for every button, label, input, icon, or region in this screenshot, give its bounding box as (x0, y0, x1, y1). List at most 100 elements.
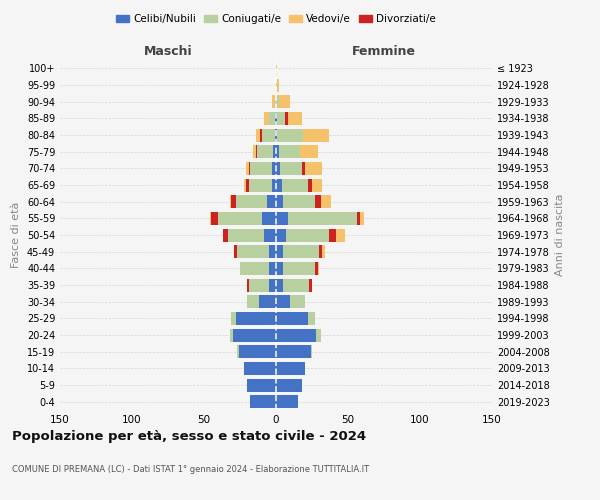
Bar (276, 112, 277, 125)
Bar (210, 212, 211, 225)
Bar (275, 95, 276, 108)
Bar (269, 112, 275, 125)
Bar (269, 278, 276, 291)
Bar (237, 245, 269, 258)
Bar (246, 178, 248, 192)
Bar (262, 128, 275, 141)
Bar (244, 362, 276, 375)
Bar (359, 212, 364, 225)
Bar (272, 178, 276, 192)
Bar (283, 195, 315, 208)
Bar (287, 112, 302, 125)
Bar (276, 245, 283, 258)
Bar (276, 362, 305, 375)
Bar (316, 328, 320, 342)
Bar (284, 112, 287, 125)
Text: Popolazione per età, sesso e stato civile - 2024: Popolazione per età, sesso e stato civil… (12, 430, 366, 443)
Bar (276, 378, 302, 392)
Bar (276, 395, 298, 408)
Bar (308, 312, 315, 325)
Y-axis label: Anni di nascita: Anni di nascita (555, 194, 565, 276)
Bar (283, 278, 309, 291)
Bar (244, 178, 246, 192)
Bar (275, 112, 276, 125)
Bar (269, 245, 276, 258)
Y-axis label: Fasce di età: Fasce di età (11, 202, 21, 268)
Bar (256, 145, 257, 158)
Bar (301, 145, 318, 158)
Bar (311, 345, 312, 358)
Bar (273, 145, 276, 158)
Bar (315, 262, 318, 275)
Bar (250, 395, 276, 408)
Bar (276, 145, 279, 158)
Bar (276, 278, 283, 291)
Bar (246, 162, 248, 175)
Bar (322, 245, 325, 258)
Bar (309, 278, 312, 291)
Bar (276, 228, 286, 241)
Bar (276, 128, 277, 141)
Bar (276, 312, 308, 325)
Bar (302, 162, 305, 175)
Bar (223, 228, 229, 241)
Bar (283, 245, 319, 258)
Bar (280, 162, 302, 175)
Bar (257, 145, 273, 158)
Bar (287, 212, 356, 225)
Bar (234, 245, 237, 258)
Bar (312, 178, 322, 192)
Bar (275, 128, 276, 141)
Bar (320, 195, 331, 208)
Legend: Celibi/Nubili, Coniugati/e, Vedovi/e, Divorziati/e: Celibi/Nubili, Coniugati/e, Vedovi/e, Di… (112, 10, 440, 29)
Bar (236, 195, 268, 208)
Bar (286, 228, 329, 241)
Bar (211, 212, 218, 225)
Bar (277, 78, 279, 92)
Bar (256, 128, 260, 141)
Bar (276, 345, 311, 358)
Bar (247, 295, 259, 308)
Bar (276, 162, 280, 175)
Bar (315, 195, 320, 208)
Bar (269, 262, 276, 275)
Bar (283, 262, 315, 275)
Bar (265, 228, 276, 241)
Bar (268, 195, 276, 208)
Text: Femmine: Femmine (352, 46, 416, 59)
Bar (260, 128, 262, 141)
Bar (276, 178, 282, 192)
Bar (356, 212, 359, 225)
Bar (308, 178, 312, 192)
Bar (272, 162, 276, 175)
Bar (318, 262, 319, 275)
Bar (290, 295, 305, 308)
Bar (276, 295, 290, 308)
Bar (276, 95, 279, 108)
Bar (232, 312, 236, 325)
Bar (279, 95, 290, 108)
Bar (259, 295, 276, 308)
Bar (276, 78, 277, 92)
Bar (277, 128, 304, 141)
Bar (239, 345, 276, 358)
Bar (236, 312, 276, 325)
Bar (276, 262, 283, 275)
Bar (329, 228, 337, 241)
Bar (250, 162, 272, 175)
Bar (262, 212, 276, 225)
Bar (304, 128, 329, 141)
Bar (240, 262, 269, 275)
Bar (247, 278, 248, 291)
Bar (276, 62, 277, 75)
Bar (277, 112, 284, 125)
Bar (276, 212, 287, 225)
Bar (276, 328, 316, 342)
Bar (229, 228, 265, 241)
Bar (230, 328, 233, 342)
Bar (237, 345, 239, 358)
Bar (305, 162, 322, 175)
Bar (265, 112, 269, 125)
Bar (282, 178, 308, 192)
Bar (248, 278, 269, 291)
